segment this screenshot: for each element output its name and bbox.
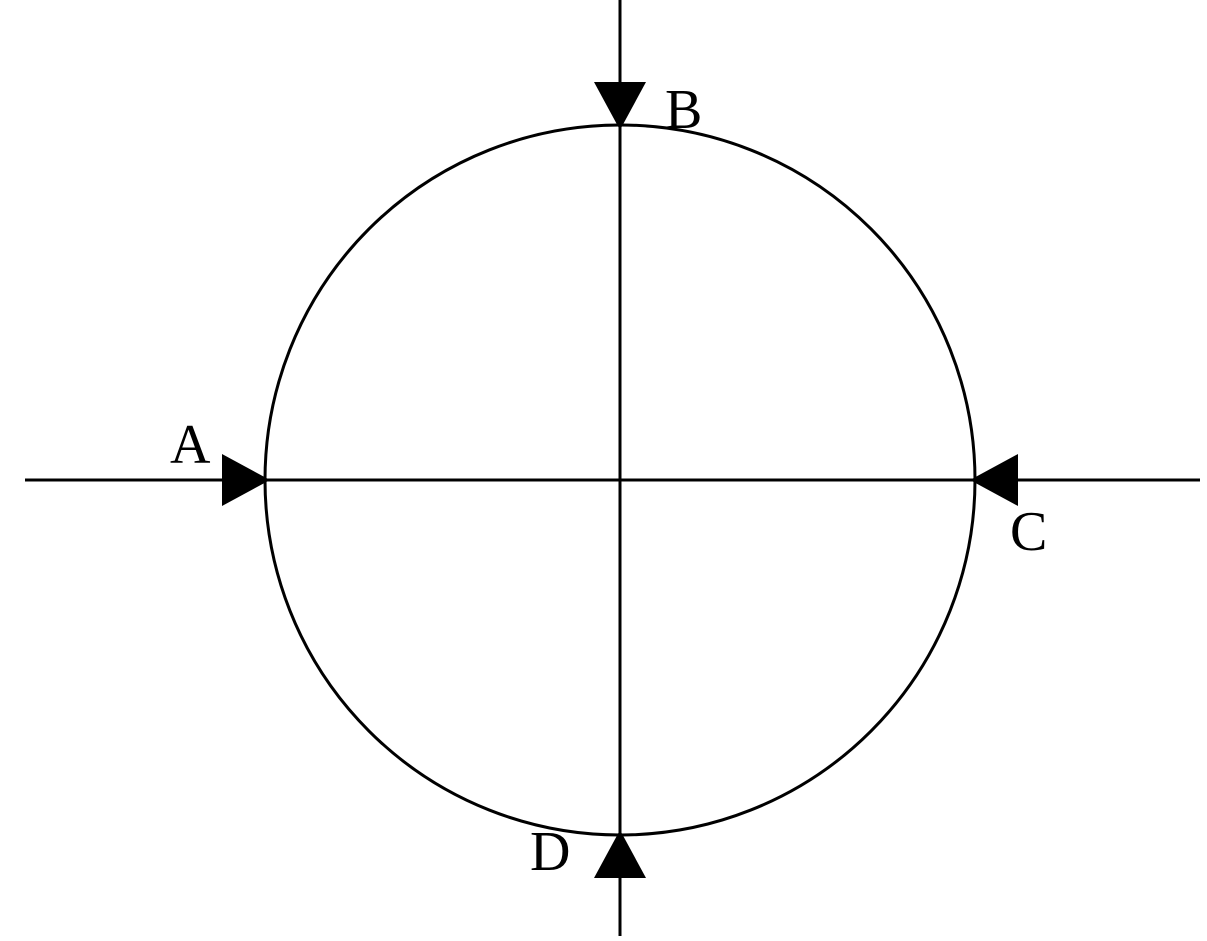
label-c: C	[1010, 500, 1047, 564]
label-d: D	[530, 820, 570, 884]
label-b: B	[665, 78, 702, 142]
label-a: A	[170, 413, 210, 477]
arrow-left-icon	[222, 454, 270, 506]
arrow-bottom-icon	[594, 830, 646, 878]
arrow-top-icon	[594, 82, 646, 130]
diagram-container: A B C D	[0, 0, 1207, 936]
arrow-right-icon	[970, 454, 1018, 506]
